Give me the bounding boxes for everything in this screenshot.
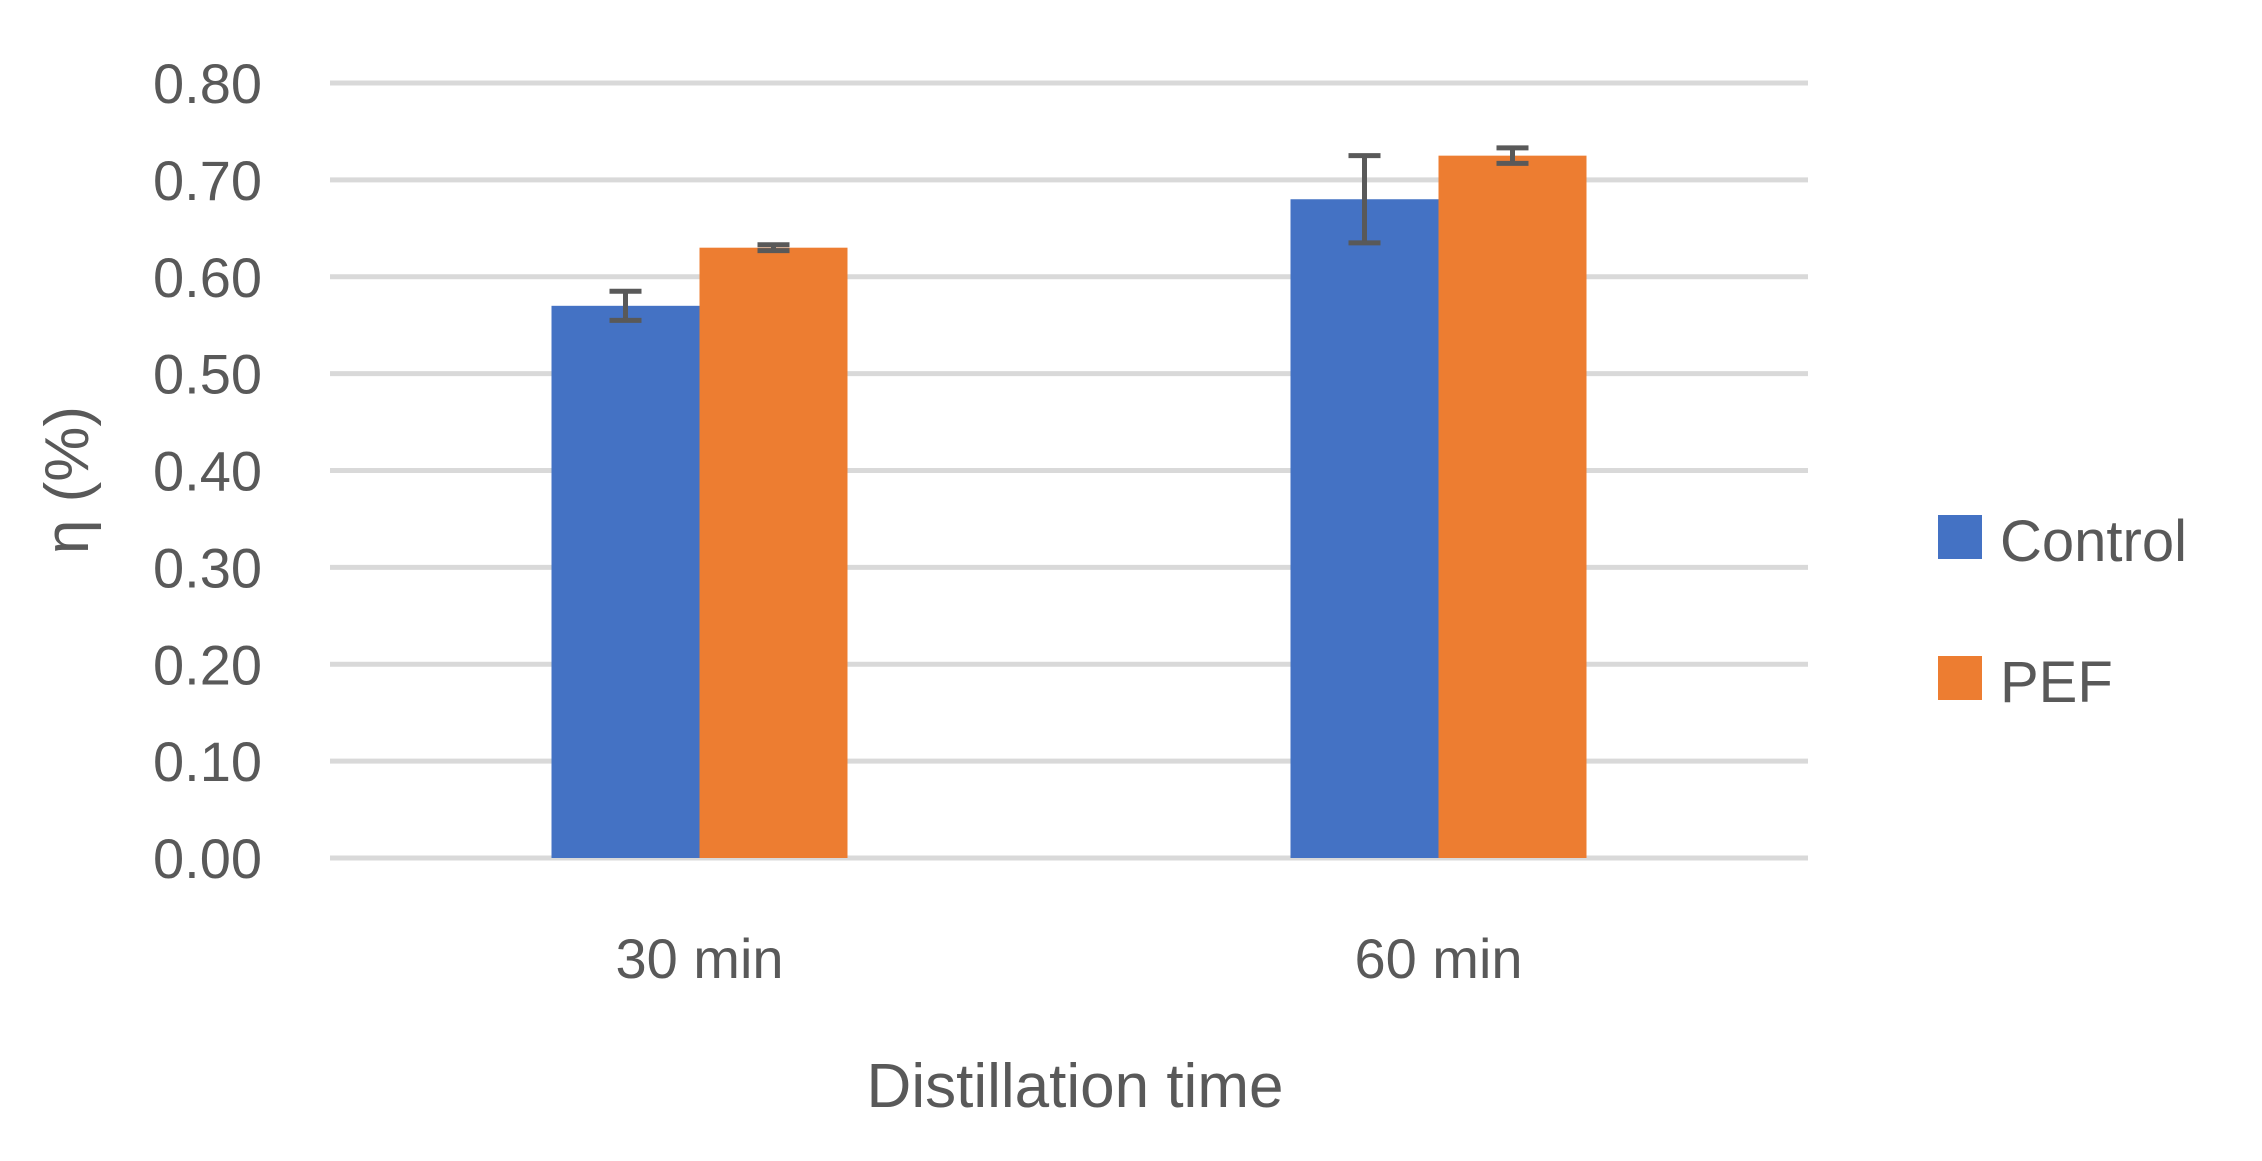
error-bar — [1348, 153, 1381, 246]
bar-pef-0 — [699, 247, 848, 858]
y-axis-ticks: 0.00 0.10 0.20 0.30 0.40 0.50 0.60 0.70 0.80 — [153, 52, 262, 890]
x-axis-title: Distillation time — [867, 1052, 1284, 1121]
bar-pef-1 — [1438, 155, 1587, 858]
legend-item-control: Control — [1938, 509, 2187, 574]
y-tick-label: 0.30 — [153, 536, 262, 599]
x-axis-ticks: 30 min 60 min — [615, 927, 1522, 990]
legend: Control PEF — [1938, 509, 2187, 715]
x-tick-label: 30 min — [615, 927, 783, 990]
y-tick-label: 0.20 — [153, 633, 262, 696]
error-bar — [757, 242, 790, 254]
y-tick-label: 0.50 — [153, 343, 262, 406]
bars — [551, 155, 1587, 858]
error-bar — [1496, 145, 1529, 166]
y-tick-label: 0.70 — [153, 149, 262, 212]
x-tick-label: 60 min — [1354, 927, 1522, 990]
legend-swatch — [1938, 515, 1982, 559]
legend-swatch — [1938, 656, 1982, 700]
y-tick-label: 0.00 — [153, 827, 262, 890]
legend-item-pef: PEF — [1938, 650, 2113, 715]
y-tick-label: 0.80 — [153, 52, 262, 115]
legend-label: Control — [2000, 509, 2187, 574]
legend-label: PEF — [2000, 650, 2113, 715]
error-bar — [609, 288, 642, 323]
y-tick-label: 0.60 — [153, 246, 262, 309]
y-tick-label: 0.40 — [153, 440, 262, 503]
bar-control-0 — [551, 305, 700, 858]
y-tick-label: 0.10 — [153, 730, 262, 793]
bar-control-1 — [1290, 199, 1439, 858]
error-bars — [609, 145, 1529, 323]
y-axis-title: η (%) — [33, 406, 102, 554]
